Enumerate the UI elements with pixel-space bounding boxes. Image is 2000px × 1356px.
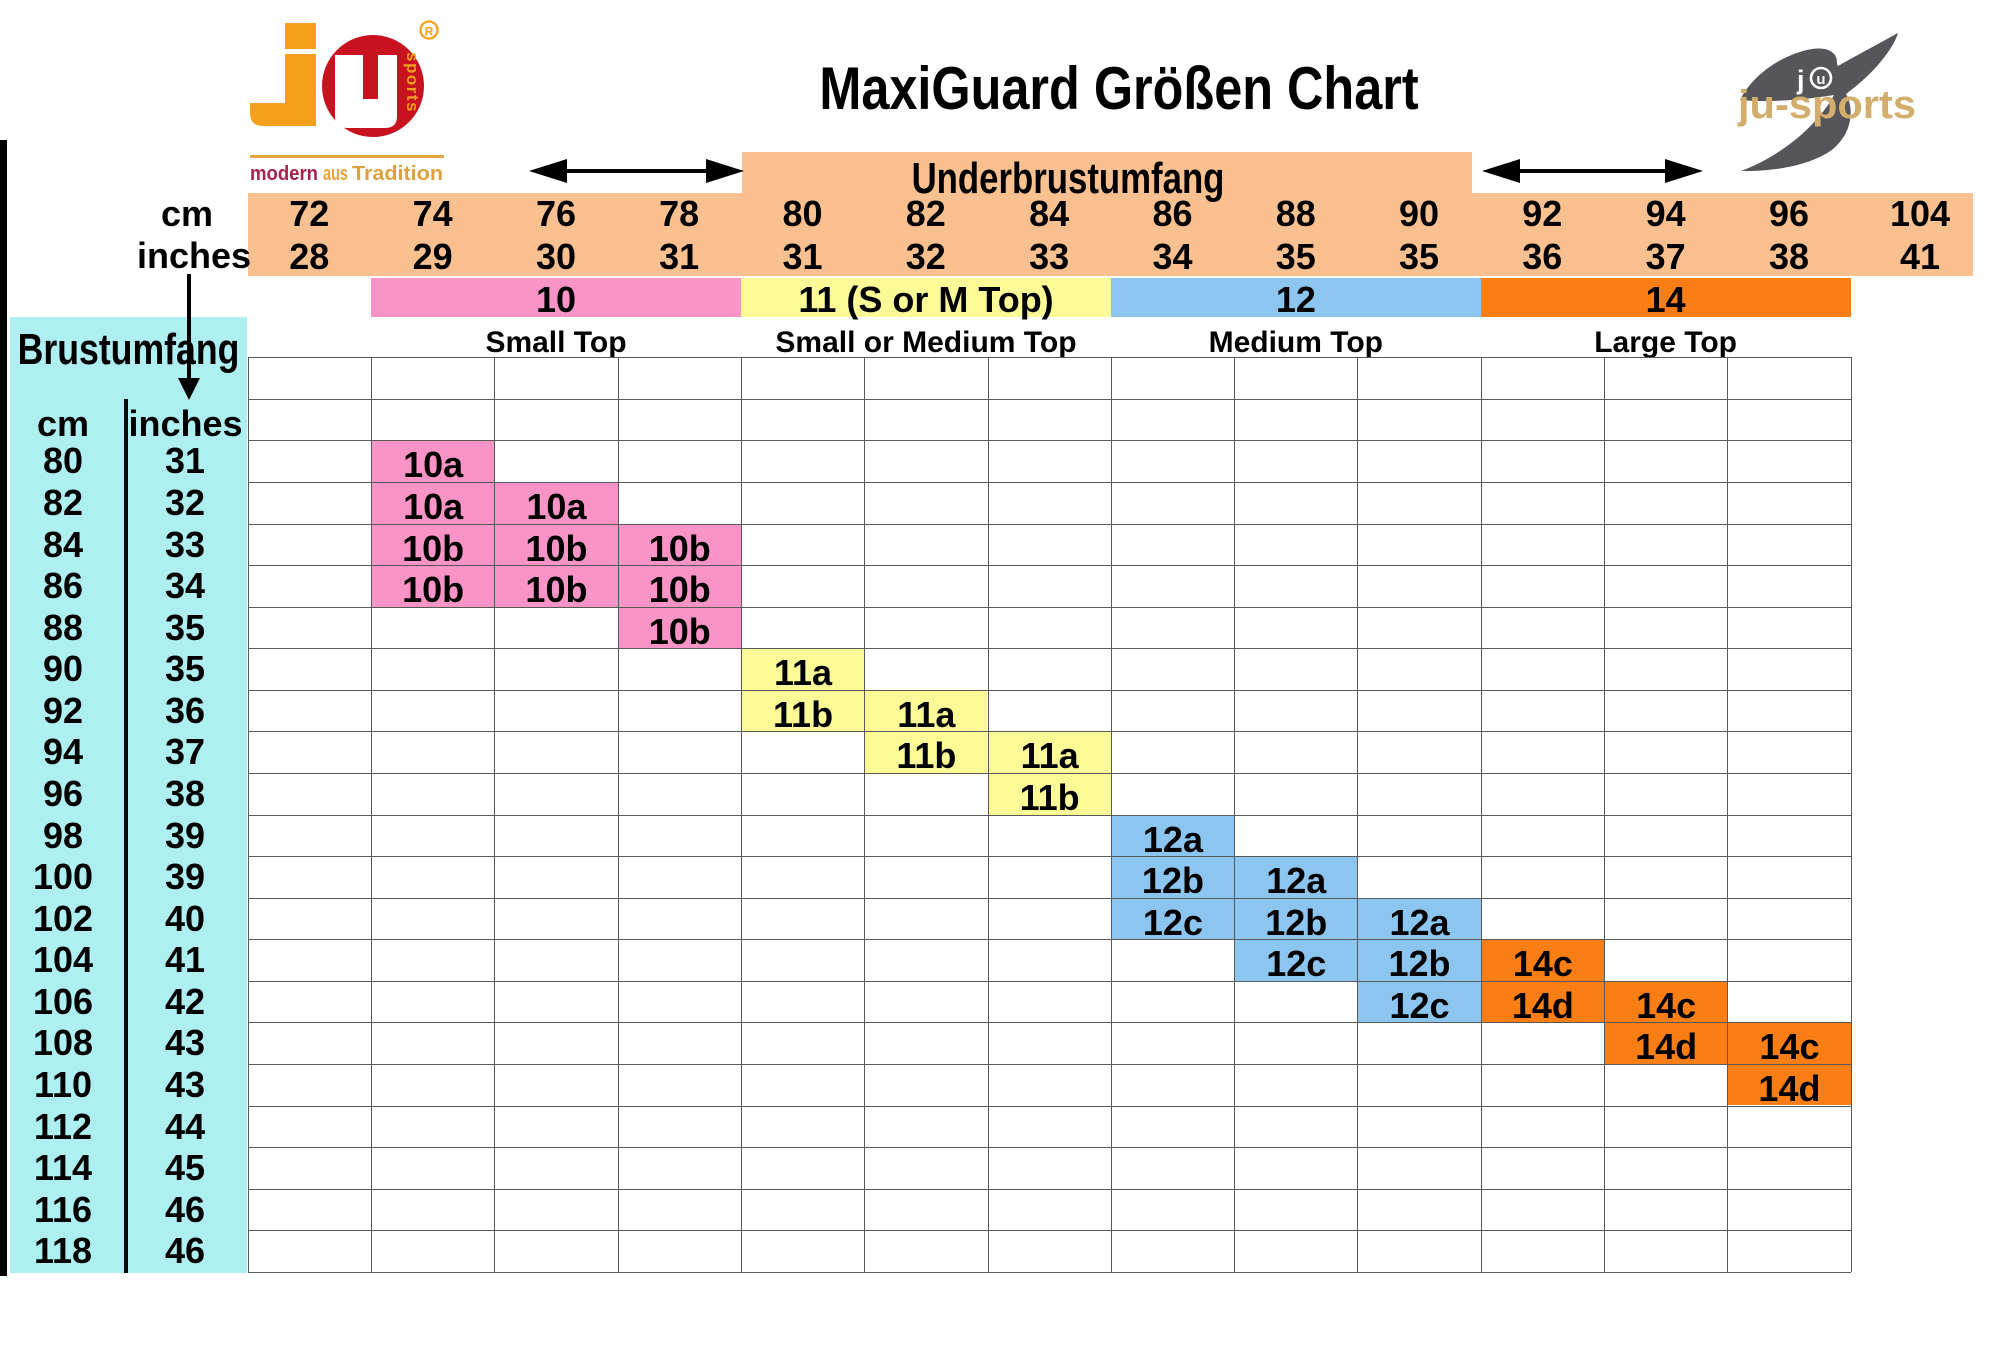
svg-text:ju-sports: ju-sports	[1737, 83, 1916, 127]
svg-text:u: u	[1816, 71, 1825, 88]
svg-text:sports: sports	[403, 52, 422, 113]
svg-text:Tradition: Tradition	[352, 163, 443, 185]
svg-text:aus: aus	[323, 163, 348, 185]
svg-text:modern: modern	[250, 163, 318, 185]
svg-text:R: R	[425, 25, 434, 39]
svg-text:j: j	[1796, 65, 1805, 95]
